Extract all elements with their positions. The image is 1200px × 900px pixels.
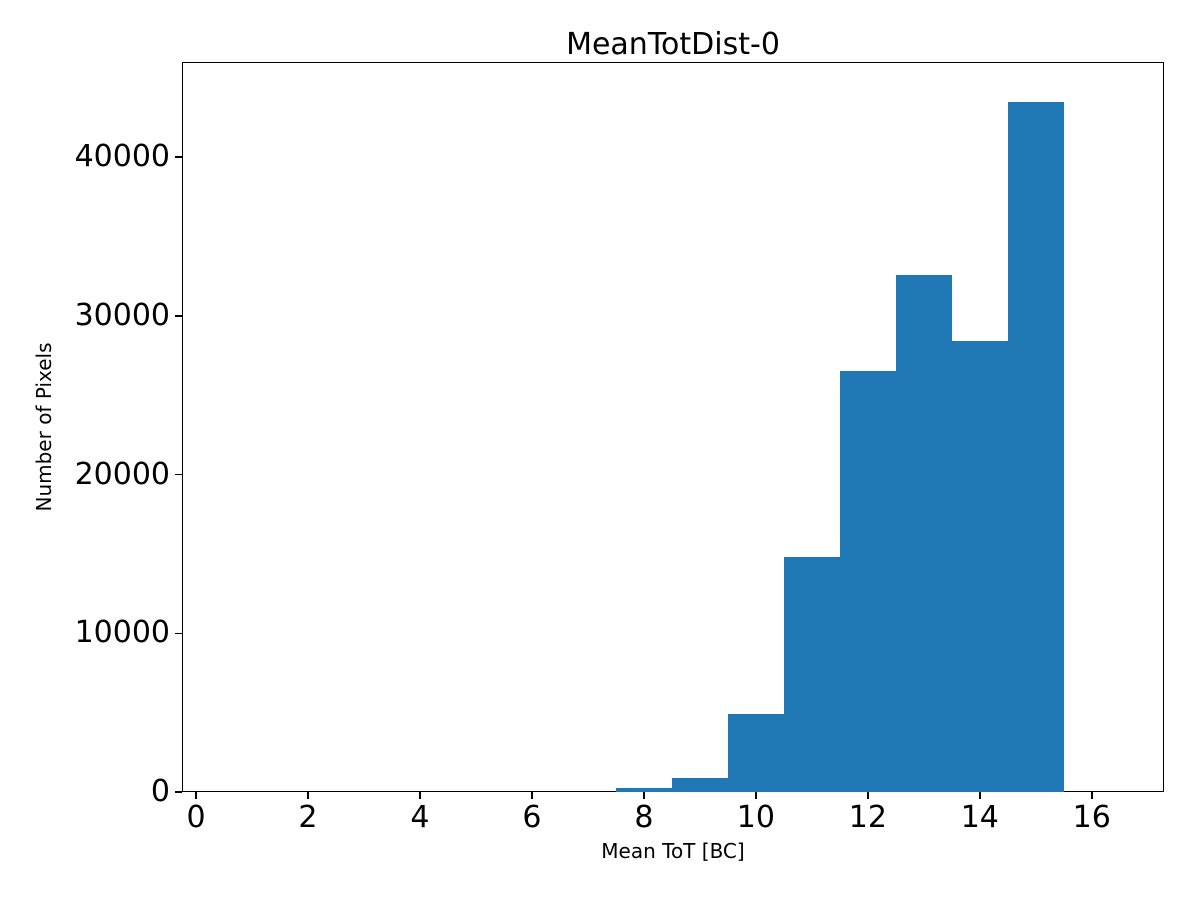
y-tick-label: 20000	[74, 456, 170, 492]
x-tick-mark	[867, 792, 869, 799]
y-tick-mark	[175, 156, 182, 158]
histogram-bar	[951, 341, 1008, 792]
y-tick-label: 10000	[74, 615, 170, 651]
x-tick-label: 8	[634, 800, 654, 835]
x-axis-label: Mean ToT [BC]	[601, 839, 745, 863]
y-tick-label: 0	[150, 774, 170, 809]
y-tick-mark	[175, 315, 182, 317]
x-tick-mark	[419, 792, 421, 799]
x-tick-label: 0	[186, 800, 206, 835]
histogram-bar	[783, 557, 840, 792]
chart-title: MeanTotDist-0	[566, 27, 780, 62]
y-tick-mark	[175, 632, 182, 635]
y-tick-label: 40000	[74, 139, 170, 175]
histogram-bar	[895, 274, 952, 792]
x-tick-mark	[307, 792, 309, 799]
histogram-bar	[615, 788, 672, 792]
x-tick-mark	[755, 792, 757, 799]
y-tick-mark	[175, 473, 182, 476]
x-tick-label: 2	[298, 800, 318, 835]
histogram-bar	[671, 777, 728, 792]
x-tick-label: 10	[736, 800, 775, 835]
x-tick-label: 14	[960, 800, 999, 835]
y-tick-mark	[175, 791, 182, 793]
plot-area: 0 2 4 6 8 10 12 14 16 0 10000 20000 30000 40000	[75, 62, 1164, 835]
histogram-bar	[1007, 101, 1064, 792]
x-tick-mark	[643, 792, 645, 799]
x-tick-label: 16	[1072, 800, 1111, 835]
x-tick-mark	[979, 792, 981, 799]
x-tick-label: 12	[848, 800, 887, 835]
histogram-bar	[839, 371, 896, 792]
x-tick-mark	[195, 792, 197, 799]
histogram-bar	[727, 714, 784, 792]
x-tick-mark	[1090, 792, 1093, 799]
x-tick-label: 6	[522, 800, 542, 835]
x-tick-label: 4	[410, 800, 430, 835]
x-tick-mark	[531, 792, 533, 799]
y-tick-label: 30000	[74, 297, 170, 333]
